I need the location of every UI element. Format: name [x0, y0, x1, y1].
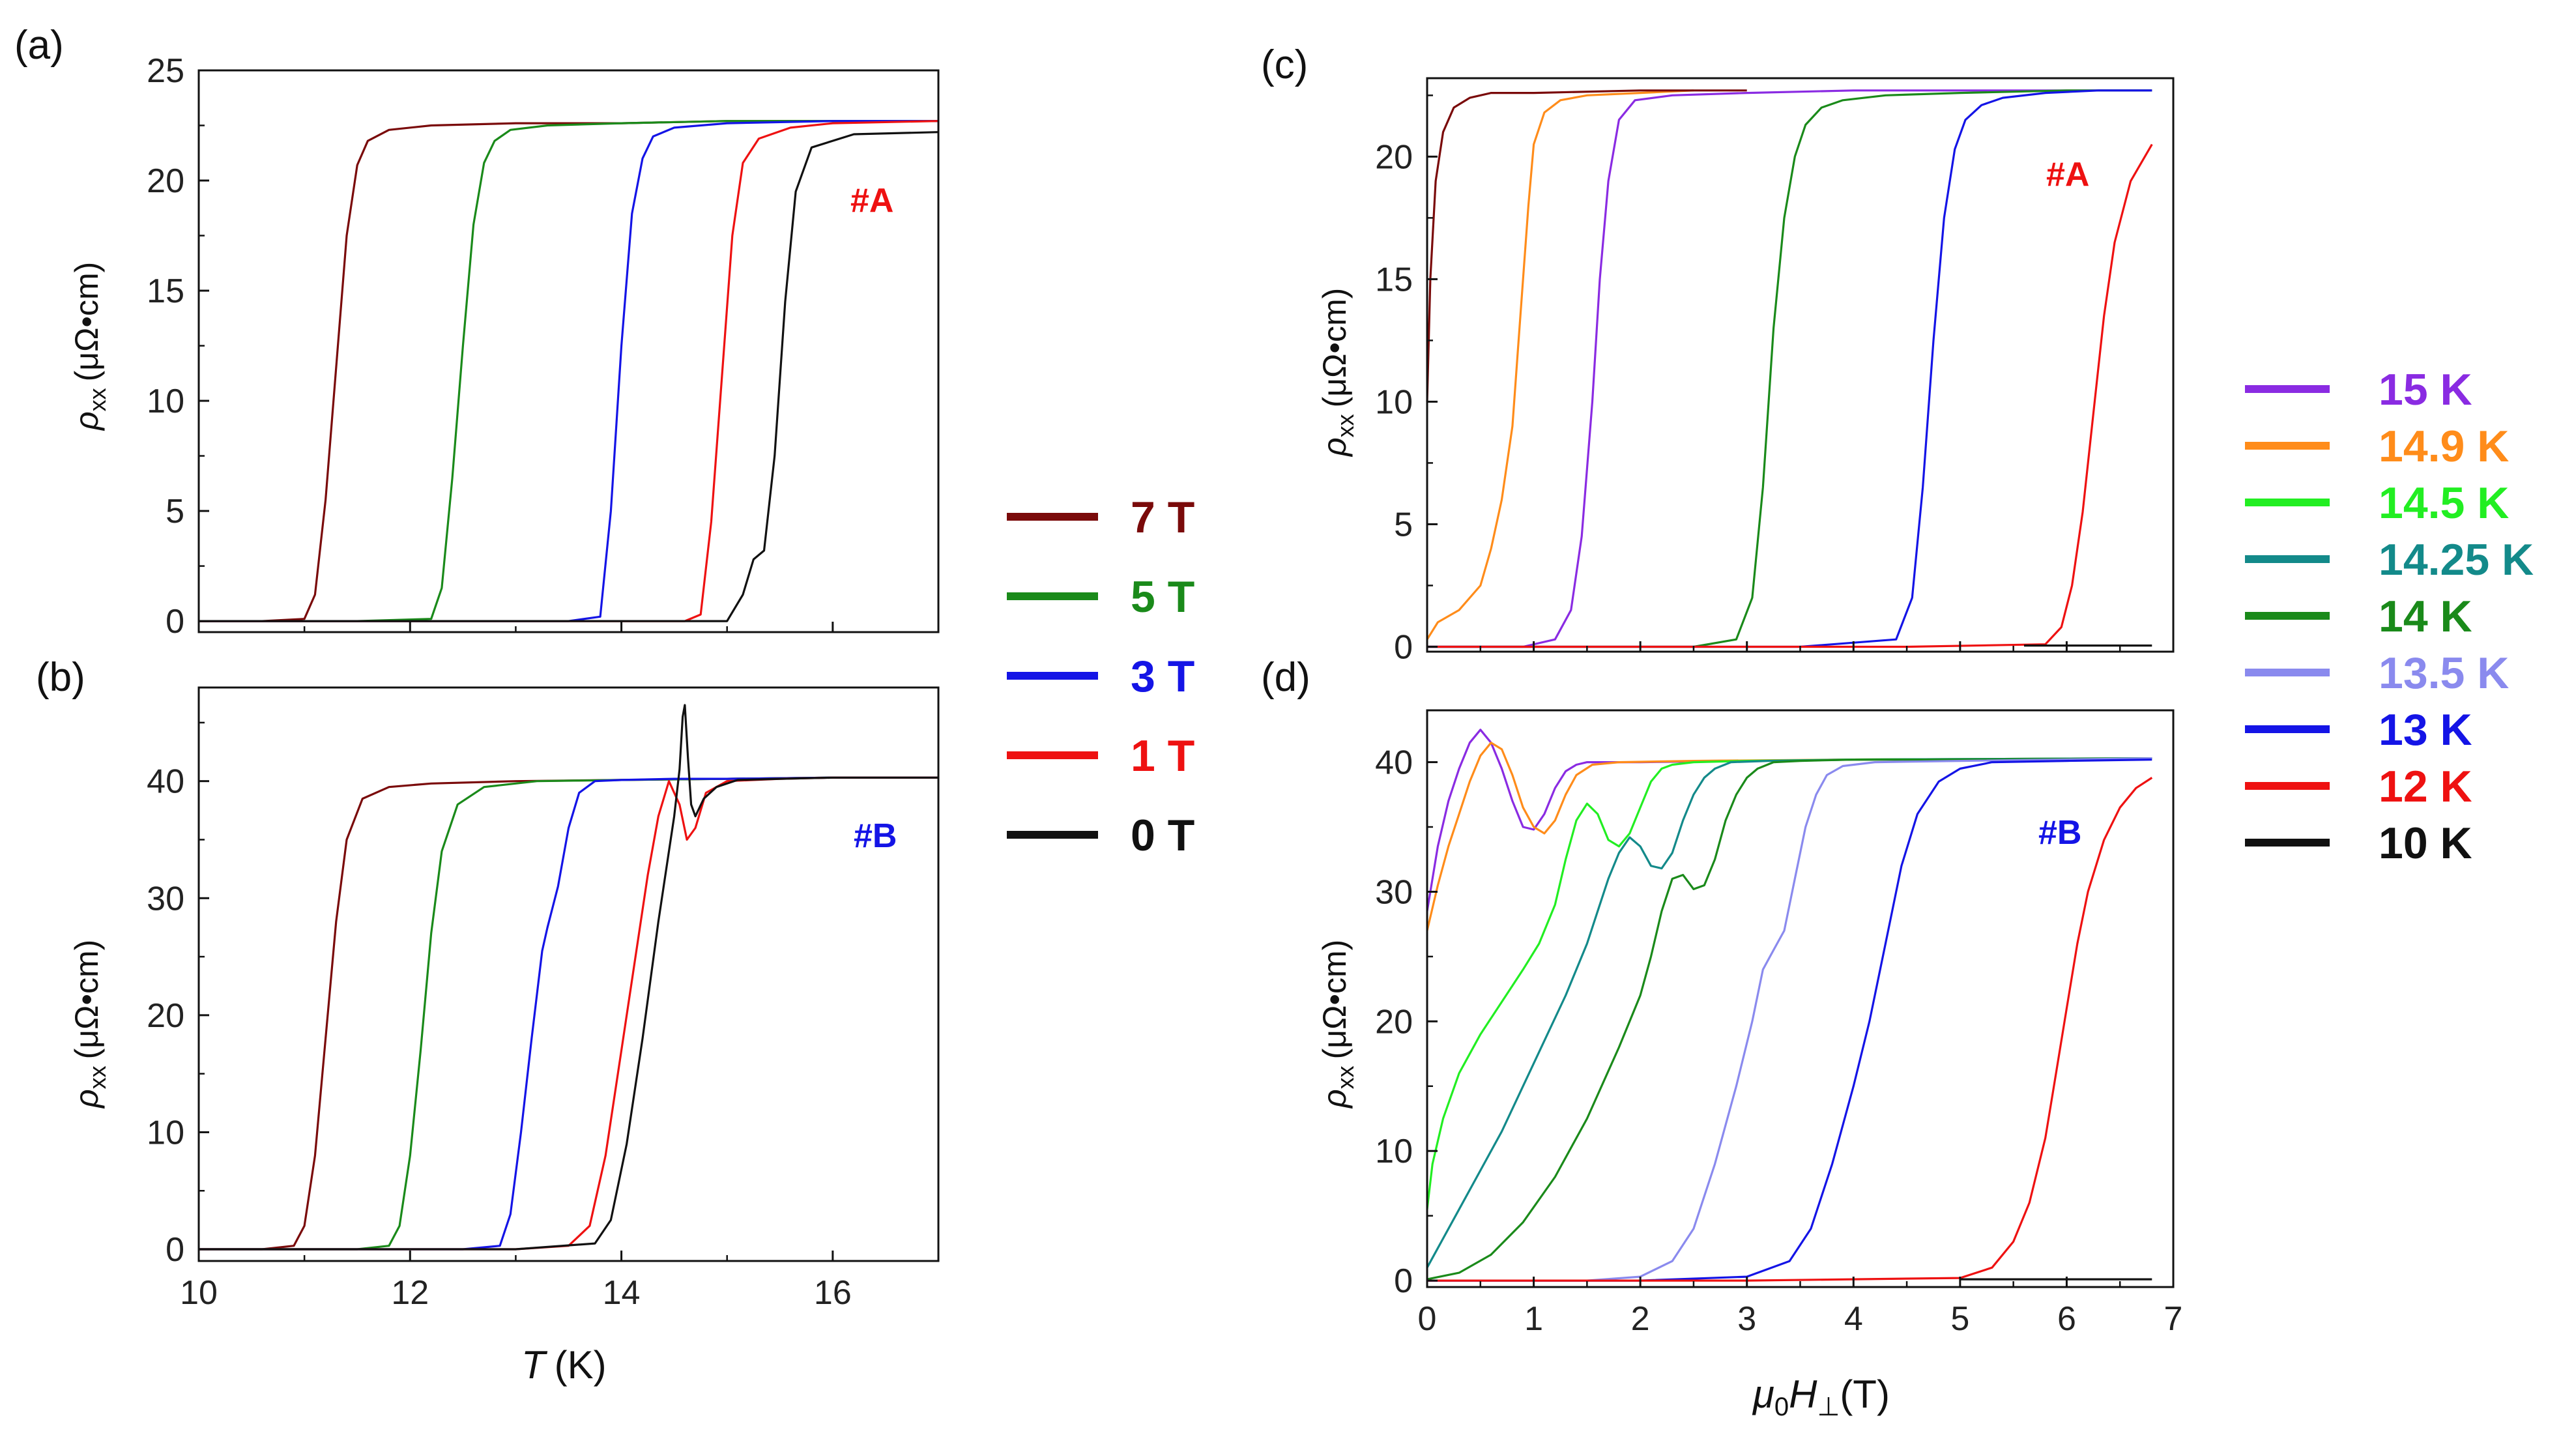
y-tick-label-d: 20: [1375, 1003, 1413, 1041]
y-tick-label-d: 30: [1375, 873, 1413, 911]
y-tick-label-d: 0: [1394, 1262, 1413, 1300]
series-line-b-1-t: [199, 776, 938, 1251]
series-line-d-14-9-k: [1426, 742, 2152, 931]
y-tick-label-a: 25: [147, 52, 184, 90]
legend-label-13-5-k: 13.5 K: [2379, 648, 2509, 698]
panel-label-c: (c): [1261, 42, 1308, 87]
x-tick-label-b: 12: [391, 1274, 429, 1312]
series-line-c-15-k: [1427, 89, 2152, 648]
panel-a: (a) 0 5 10 15 20 25 #A ρxx(μΩ•cm): [14, 23, 940, 641]
series-line-b-3-t: [199, 776, 938, 1251]
legend-label-14-25-k: 14.25 K: [2379, 535, 2534, 585]
legend-label-13-k: 13 K: [2379, 705, 2472, 755]
y-axis-label-b: ρxx(μΩ•cm): [68, 940, 111, 1109]
x-tick-label-b: 16: [814, 1274, 852, 1312]
y-axis-label-d: ρxx(μΩ•cm): [1316, 940, 1359, 1109]
legend-label-15-k: 15 K: [2379, 365, 2472, 414]
x-tick-label-d: 2: [1631, 1300, 1650, 1338]
series-line-a-0-t: [199, 131, 939, 622]
series-line-c-13-k: [1427, 89, 2152, 648]
x-tick-label-d: 5: [1950, 1300, 1969, 1338]
y-tick-label-c: 15: [1375, 261, 1413, 298]
y-tick-label-b: 30: [147, 880, 184, 918]
series-line-a-5-t: [199, 120, 938, 622]
legend-label-14-k: 14 K: [2379, 592, 2472, 641]
legend-label-1-t: 1 T: [1131, 731, 1194, 781]
y-axis-label-c: ρxx(μΩ•cm): [1316, 288, 1359, 457]
x-tick-label-d: 7: [2164, 1300, 2183, 1338]
plot-frame-b: [197, 686, 940, 1262]
series-line-b-0-t: [199, 704, 938, 1251]
series-line-c-12-k: [1427, 143, 2153, 648]
legend-label-0-t: 0 T: [1131, 811, 1194, 860]
series-line-a-7-t: [199, 120, 938, 622]
series-line-d-13-k: [1427, 759, 2152, 1282]
legend-label-7-t: 7 T: [1131, 493, 1194, 542]
series-line-d-14-k: [1426, 757, 2152, 1281]
series-line-d-12-k: [1427, 777, 2153, 1282]
legend-field: 7 T 5 T 3 T 1 T 0 T: [1007, 493, 1194, 860]
legend-label-14-5-k: 14.5 K: [2379, 478, 2509, 528]
series-line-b-7-t: [199, 776, 938, 1251]
x-tick-label-d: 4: [1844, 1300, 1863, 1338]
series-line-c-14-k: [1427, 89, 2152, 648]
series-line-a-1-t: [199, 120, 939, 622]
y-tick-label-c: 10: [1375, 383, 1413, 421]
y-tick-label-c: 20: [1375, 138, 1413, 176]
x-tick-label-d: 1: [1524, 1300, 1543, 1338]
y-tick-label-b: 40: [147, 763, 184, 801]
y-tick-label-d: 40: [1375, 744, 1413, 782]
panel-label-a: (a): [14, 23, 64, 68]
sample-label-b: #B: [854, 817, 897, 855]
series-line-c-15-2-k: [1426, 89, 1747, 402]
y-tick-label-c: 5: [1394, 506, 1413, 543]
series-line-d-14-5-k: [1426, 757, 2152, 1209]
y-tick-label-b: 20: [147, 997, 184, 1035]
y-tick-label-a: 10: [147, 383, 184, 420]
sample-label-d: #B: [2038, 814, 2081, 852]
series-line-d-13-5-k: [1427, 757, 2152, 1282]
x-tick-label-b: 14: [603, 1274, 641, 1312]
plot-frame-a: [197, 69, 940, 633]
y-tick-label-a: 0: [166, 603, 184, 641]
y-tick-label-a: 15: [147, 272, 184, 310]
sample-label-c: #A: [2046, 156, 2089, 194]
y-tick-label-a: 5: [166, 493, 184, 530]
y-tick-label-a: 20: [147, 162, 184, 200]
x-tick-label-d: 0: [1418, 1300, 1437, 1338]
panel-c: (c) 0 5 10 15 20 #A ρxx(μΩ•cm): [1261, 42, 2175, 666]
panel-b: (b) 0 10 20 30 40 10 12 14 16 #B ρxx(μΩ•cm) T (K): [36, 655, 940, 1387]
panel-label-b: (b): [36, 655, 85, 700]
legend-temp: 15 K 14.9 K 14.5 K 14.25 K 14 K 13.5 K 13 K 12 …: [2245, 365, 2534, 868]
x-tick-label-d: 6: [2057, 1300, 2076, 1338]
y-tick-label-c: 0: [1394, 628, 1413, 666]
legend-label-12-k: 12 K: [2379, 762, 2472, 811]
legend-label-5-t: 5 T: [1131, 572, 1194, 622]
panel-label-d: (d): [1261, 655, 1310, 700]
series-line-d-14-25-k: [1426, 757, 2152, 1268]
series-line-a-3-t: [199, 120, 938, 622]
x-axis-label-d: μ0H⊥(T): [1752, 1372, 1890, 1421]
panel-d: (d) 0 10 20 30 40 0 1 2 3 4 5 6 7 #B ρxx(μΩ•cm) μ0H⊥…: [1261, 655, 2182, 1421]
legend-label-3-t: 3 T: [1131, 652, 1194, 701]
series-line-c-14-9-k: [1426, 89, 1694, 641]
y-axis-label-a: ρxx(μΩ•cm): [68, 262, 111, 431]
legend-label-14-9-k: 14.9 K: [2379, 422, 2509, 471]
x-axis-label-b: T (K): [521, 1343, 607, 1387]
x-tick-label-b: 10: [180, 1274, 218, 1312]
legend-label-10-k: 10 K: [2379, 818, 2472, 868]
series-line-b-5-t: [199, 776, 938, 1251]
y-tick-label-d: 10: [1375, 1133, 1413, 1170]
x-tick-label-d: 3: [1737, 1300, 1756, 1338]
y-tick-label-b: 10: [147, 1114, 184, 1151]
y-tick-label-b: 0: [166, 1231, 184, 1269]
sample-label-a: #A: [850, 182, 893, 220]
